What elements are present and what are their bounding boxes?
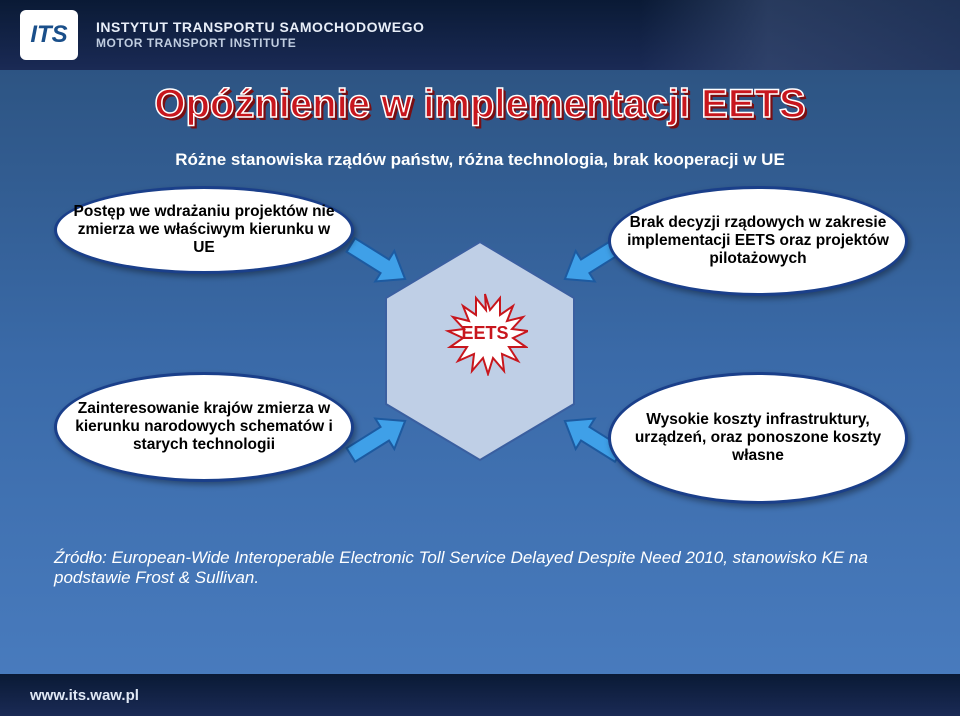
footer-bar: www.its.waw.pl <box>0 674 960 716</box>
source-citation: Źródło: European-Wide Interoperable Elec… <box>54 548 906 588</box>
oval-text: Postęp we wdrażaniu projektów nie zmierz… <box>71 203 337 257</box>
oval-text: Zainteresowanie krajów zmierza w kierunk… <box>71 400 337 454</box>
source-text: European-Wide Interoperable Electronic T… <box>54 548 868 587</box>
institute-name-en: MOTOR TRANSPORT INSTITUTE <box>96 36 424 51</box>
institute-name-pl: INSTYTUT TRANSPORTU SAMOCHODOWEGO <box>96 19 424 37</box>
oval-top-left: Postęp we wdrażaniu projektów nie zmierz… <box>54 186 354 274</box>
logo-text: ITS <box>30 21 67 49</box>
oval-bottom-right: Wysokie koszty infrastruktury, urządzeń,… <box>608 372 908 504</box>
oval-text: Wysokie koszty infrastruktury, urządzeń,… <box>625 411 891 465</box>
arrow-top-left <box>338 232 418 292</box>
eets-label: EETS <box>442 290 528 376</box>
source-lead: Źródło: <box>54 548 112 567</box>
header-decor <box>640 0 960 70</box>
footer-url: www.its.waw.pl <box>30 687 139 704</box>
slide-subtitle: Różne stanowiska rządów państw, różna te… <box>0 150 960 170</box>
logo: ITS <box>20 10 78 60</box>
slide-title: Opóźnienie w implementacji EETS <box>0 82 960 127</box>
slide: ITS INSTYTUT TRANSPORTU SAMOCHODOWEGO MO… <box>0 0 960 716</box>
eets-starburst: EETS <box>442 290 528 376</box>
header-bar: ITS INSTYTUT TRANSPORTU SAMOCHODOWEGO MO… <box>0 0 960 70</box>
oval-text: Brak decyzji rządowych w zakresie implem… <box>625 214 891 268</box>
oval-top-right: Brak decyzji rządowych w zakresie implem… <box>608 186 908 296</box>
oval-bottom-left: Zainteresowanie krajów zmierza w kierunk… <box>54 372 354 482</box>
header-text: INSTYTUT TRANSPORTU SAMOCHODOWEGO MOTOR … <box>96 19 424 52</box>
